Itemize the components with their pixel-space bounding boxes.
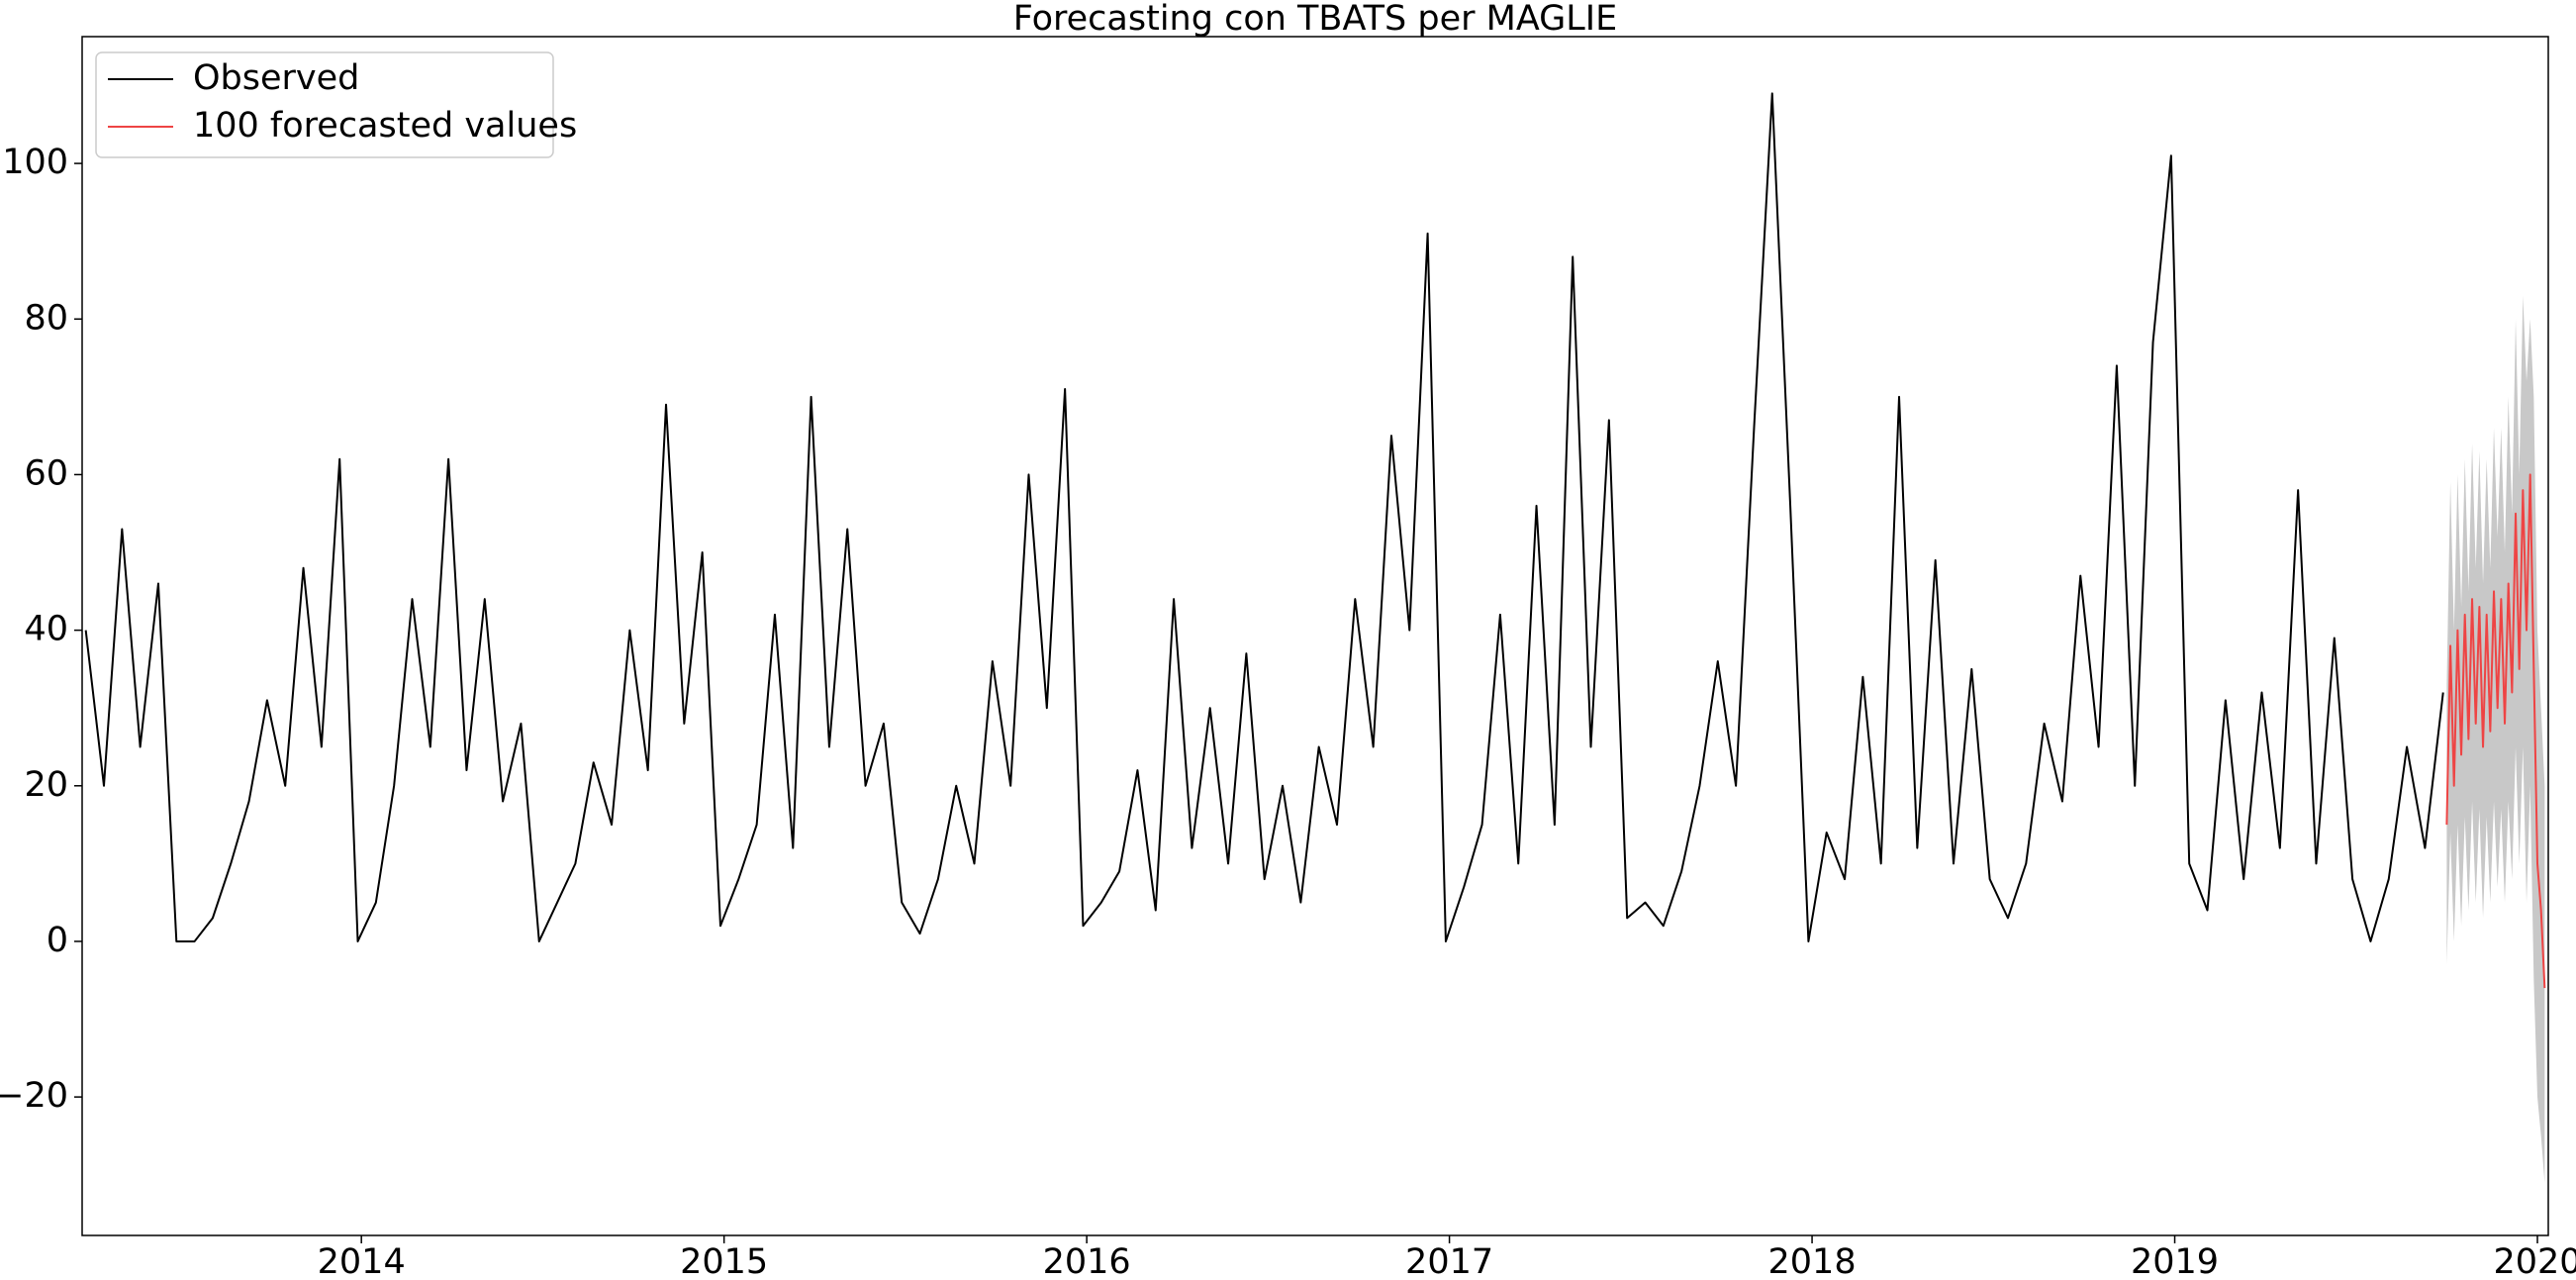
series-line <box>2445 473 2546 989</box>
y-tick-label: 40 <box>24 610 68 649</box>
plot-area <box>84 92 2546 1183</box>
x-tick-label: 2019 <box>2131 1242 2219 1280</box>
legend-label: 100 forecasted values <box>193 106 577 146</box>
x-tick-label: 2020 <box>2493 1242 2576 1280</box>
legend-box <box>95 51 554 158</box>
y-tick-label: −20 <box>0 1076 68 1116</box>
series-line <box>84 92 2444 942</box>
x-tick-label: 2014 <box>318 1242 406 1280</box>
x-tick-label: 2017 <box>1405 1242 1493 1280</box>
confidence-band <box>2446 295 2545 1183</box>
x-tick-label: 2018 <box>1768 1242 1857 1280</box>
legend-label: Observed <box>193 58 359 98</box>
y-tick-label: 20 <box>24 765 68 805</box>
plot-frame <box>81 36 2549 1236</box>
y-tick-label: 60 <box>24 453 68 493</box>
chart-title: Forecasting con TBATS per MAGLIE <box>1013 0 1618 39</box>
y-tick-label: 80 <box>24 298 68 338</box>
x-tick-label: 2016 <box>1043 1242 1131 1280</box>
x-tick-label: 2015 <box>680 1242 768 1280</box>
y-tick-label: 0 <box>47 921 68 960</box>
legend: Observed 100 forecasted values <box>95 51 577 158</box>
y-tick-label: 100 <box>2 143 68 182</box>
